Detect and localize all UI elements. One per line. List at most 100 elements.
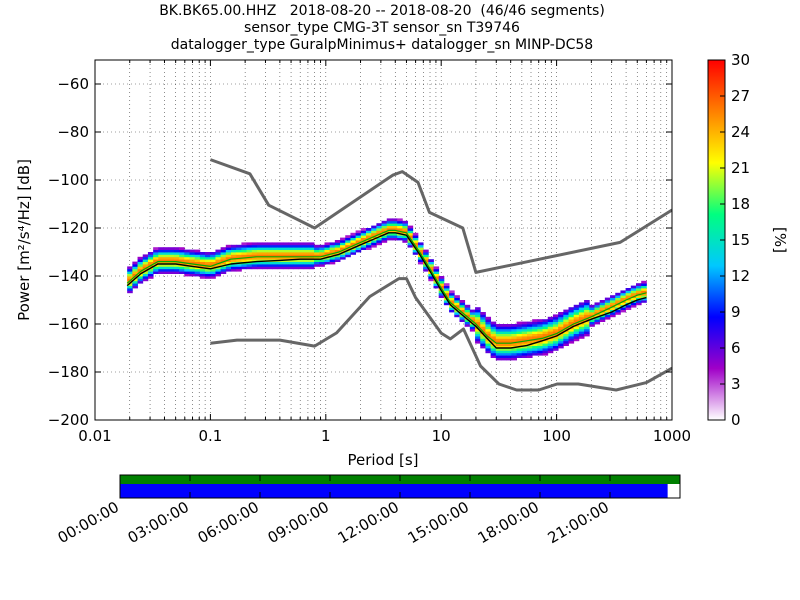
density-cell bbox=[215, 259, 222, 262]
density-cell bbox=[308, 256, 315, 260]
density-cell bbox=[376, 225, 382, 229]
density-cell bbox=[542, 333, 549, 337]
density-cell bbox=[205, 273, 211, 277]
density-cell bbox=[142, 278, 149, 282]
coverage-bar-2 bbox=[120, 484, 668, 498]
density-cell bbox=[573, 326, 580, 330]
density-cell bbox=[563, 331, 569, 334]
density-cell bbox=[475, 328, 481, 332]
x-tick-label: 1000 bbox=[653, 427, 691, 445]
density-cell bbox=[547, 345, 554, 349]
density-cell bbox=[495, 336, 502, 339]
density-cell bbox=[345, 252, 351, 255]
density-cell bbox=[578, 328, 585, 332]
density-cell bbox=[568, 309, 575, 313]
density-cell bbox=[194, 271, 201, 274]
density-cell bbox=[584, 312, 590, 315]
density-cell bbox=[490, 324, 497, 327]
density-cell bbox=[267, 264, 273, 267]
density-cell bbox=[127, 276, 133, 279]
density-cell bbox=[537, 345, 543, 349]
density-cell bbox=[485, 328, 492, 332]
density-cell bbox=[625, 304, 632, 308]
density-cell bbox=[558, 338, 564, 342]
density-cell bbox=[246, 244, 253, 248]
density-cell bbox=[563, 319, 569, 322]
density-cell bbox=[501, 331, 507, 334]
density-cell bbox=[272, 249, 279, 253]
density-cell bbox=[552, 324, 559, 327]
density-cell bbox=[142, 256, 149, 260]
density-cell bbox=[199, 259, 206, 262]
density-cell bbox=[412, 235, 419, 238]
density-cell bbox=[246, 249, 253, 253]
density-cell bbox=[417, 256, 424, 260]
density-cell bbox=[267, 252, 273, 255]
density-cell bbox=[620, 295, 627, 298]
density-cell bbox=[454, 314, 460, 318]
density-cell bbox=[288, 244, 294, 248]
density-cell bbox=[501, 352, 507, 356]
density-cell bbox=[246, 247, 253, 250]
density-cell bbox=[469, 309, 476, 313]
density-cell bbox=[340, 240, 346, 243]
density-cell bbox=[319, 244, 325, 248]
density-cell bbox=[303, 247, 310, 250]
density-cell bbox=[589, 304, 595, 308]
density-cell bbox=[215, 268, 222, 272]
density-cell bbox=[573, 314, 580, 318]
density-cell bbox=[272, 252, 279, 255]
density-cell bbox=[475, 316, 481, 320]
density-cell bbox=[578, 326, 585, 330]
density-cell bbox=[625, 290, 632, 294]
density-cell bbox=[443, 290, 450, 294]
density-cell bbox=[256, 247, 263, 250]
density-cell bbox=[360, 247, 367, 250]
density-cell bbox=[163, 259, 170, 262]
density-cell bbox=[225, 249, 232, 253]
density-cell bbox=[521, 331, 528, 334]
density-cell bbox=[334, 259, 341, 262]
density-cell bbox=[381, 237, 388, 241]
density-cell bbox=[610, 314, 616, 318]
density-cell bbox=[506, 348, 512, 351]
density-cell bbox=[231, 247, 237, 250]
density-cell bbox=[547, 326, 554, 330]
density-cell bbox=[293, 264, 299, 267]
density-cell bbox=[142, 271, 149, 274]
coverage-tick-label: 00:00:00 bbox=[55, 498, 122, 547]
density-cell bbox=[360, 232, 367, 236]
density-cell bbox=[532, 340, 538, 344]
density-cell bbox=[236, 268, 242, 272]
density-cell bbox=[521, 352, 528, 356]
density-cell bbox=[547, 321, 554, 325]
density-cell bbox=[521, 343, 528, 346]
density-cell bbox=[485, 350, 492, 354]
density-cell bbox=[428, 259, 434, 262]
density-cell bbox=[153, 247, 159, 250]
density-cell bbox=[215, 266, 222, 270]
density-cell bbox=[407, 242, 414, 246]
density-cell bbox=[272, 256, 279, 260]
density-cell bbox=[490, 331, 497, 334]
density-cell bbox=[506, 357, 512, 361]
density-cell bbox=[526, 348, 533, 351]
density-cell bbox=[137, 280, 144, 284]
density-cell bbox=[308, 261, 315, 265]
density-cell bbox=[506, 350, 512, 354]
density-cell bbox=[526, 336, 533, 339]
density-cell bbox=[158, 264, 164, 267]
density-cell bbox=[251, 264, 258, 267]
density-cell bbox=[381, 235, 388, 238]
density-cell bbox=[262, 249, 268, 253]
density-cell bbox=[251, 242, 258, 246]
density-cell bbox=[636, 300, 642, 303]
density-cell bbox=[511, 331, 517, 334]
density-cell bbox=[433, 285, 440, 289]
density-cell bbox=[376, 228, 382, 231]
density-cell bbox=[630, 304, 637, 308]
density-cell bbox=[485, 345, 492, 349]
density-cell bbox=[189, 271, 196, 274]
density-cell bbox=[537, 350, 543, 354]
density-cell bbox=[184, 259, 190, 262]
